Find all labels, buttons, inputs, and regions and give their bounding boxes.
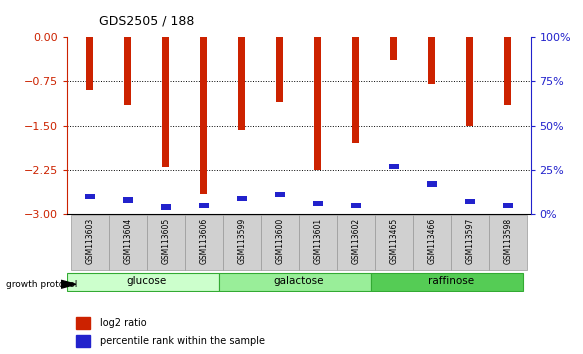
Text: percentile rank within the sample: percentile rank within the sample — [100, 336, 265, 346]
FancyBboxPatch shape — [413, 215, 451, 270]
Text: GDS2505 / 188: GDS2505 / 188 — [99, 14, 195, 27]
FancyBboxPatch shape — [109, 215, 147, 270]
Text: galactose: galactose — [273, 276, 324, 286]
FancyBboxPatch shape — [261, 215, 298, 270]
Text: GSM113598: GSM113598 — [503, 218, 512, 264]
Bar — [427, 181, 437, 187]
Text: growth protocol: growth protocol — [6, 280, 77, 290]
FancyBboxPatch shape — [451, 215, 489, 270]
Text: GSM113599: GSM113599 — [237, 218, 246, 264]
FancyBboxPatch shape — [71, 215, 108, 270]
Bar — [314, 37, 321, 170]
Bar — [124, 37, 131, 105]
Text: GSM113605: GSM113605 — [161, 218, 170, 264]
Text: GSM113465: GSM113465 — [389, 218, 398, 264]
FancyBboxPatch shape — [219, 273, 371, 291]
FancyBboxPatch shape — [185, 215, 223, 270]
Bar — [466, 37, 473, 126]
Text: GSM113466: GSM113466 — [427, 218, 436, 264]
Bar — [161, 204, 171, 210]
Bar — [163, 37, 169, 167]
Bar — [503, 202, 512, 208]
Text: GSM113603: GSM113603 — [85, 218, 94, 264]
FancyBboxPatch shape — [223, 215, 261, 270]
FancyBboxPatch shape — [375, 215, 413, 270]
Bar — [389, 164, 399, 169]
Bar — [429, 37, 435, 84]
FancyBboxPatch shape — [67, 273, 219, 291]
Bar — [76, 317, 90, 329]
Bar — [238, 37, 245, 130]
Bar — [465, 199, 475, 204]
Bar — [76, 335, 90, 347]
FancyBboxPatch shape — [299, 215, 336, 270]
Text: log2 ratio: log2 ratio — [100, 318, 146, 328]
Bar — [199, 202, 209, 208]
FancyBboxPatch shape — [371, 273, 523, 291]
Bar — [391, 37, 397, 59]
Bar — [352, 37, 359, 143]
Bar — [237, 195, 247, 201]
Text: GSM113597: GSM113597 — [465, 218, 474, 264]
Bar — [276, 37, 283, 102]
Bar — [313, 201, 322, 206]
Bar — [275, 192, 285, 197]
Bar — [351, 202, 360, 208]
Bar — [123, 197, 132, 202]
FancyBboxPatch shape — [337, 215, 375, 270]
Text: raffinose: raffinose — [428, 276, 474, 286]
Bar — [504, 37, 511, 105]
Bar — [86, 37, 93, 90]
Polygon shape — [61, 280, 76, 288]
FancyBboxPatch shape — [147, 215, 185, 270]
Text: GSM113600: GSM113600 — [275, 218, 285, 264]
Text: GSM113604: GSM113604 — [124, 218, 132, 264]
Text: GSM113601: GSM113601 — [313, 218, 322, 264]
FancyBboxPatch shape — [489, 215, 526, 270]
Text: GSM113606: GSM113606 — [199, 218, 208, 264]
Text: GSM113602: GSM113602 — [352, 218, 360, 264]
Text: glucose: glucose — [127, 276, 167, 286]
Bar — [85, 194, 94, 199]
Bar — [201, 37, 207, 194]
